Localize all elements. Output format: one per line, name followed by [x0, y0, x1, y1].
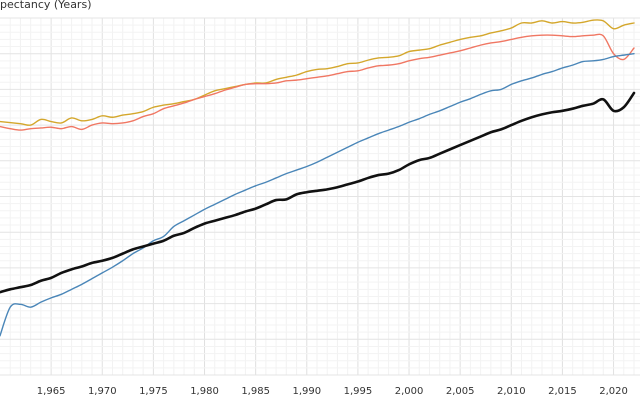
x-tick-label: 2,015	[548, 386, 577, 397]
x-tick-label: 2,020	[599, 386, 628, 397]
series-line-2	[0, 33, 635, 131]
grid	[0, 17, 640, 376]
x-tick-label: 1,980	[190, 386, 219, 397]
series-layer	[0, 19, 636, 337]
x-tick-label: 2,010	[497, 386, 526, 397]
y-axis-label: pectancy (Years)	[0, 0, 91, 11]
series-line-3	[0, 53, 635, 337]
x-tick-label: 1,990	[292, 386, 321, 397]
x-tick-label: 1,965	[37, 386, 66, 397]
series-line-4	[0, 91, 636, 294]
x-tick-label: 1,985	[241, 386, 270, 397]
x-tick-label: 2,005	[446, 386, 475, 397]
series-line-1	[0, 19, 635, 126]
x-axis-ticks: 1,965 1,970 1,975 1,980 1,985 1,990 1,995 2,000…	[37, 386, 628, 397]
x-tick-label: 1,970	[88, 386, 117, 397]
x-tick-label: 1,995	[344, 386, 373, 397]
x-tick-label: 2,000	[395, 386, 424, 397]
x-tick-label: 1,975	[139, 386, 168, 397]
